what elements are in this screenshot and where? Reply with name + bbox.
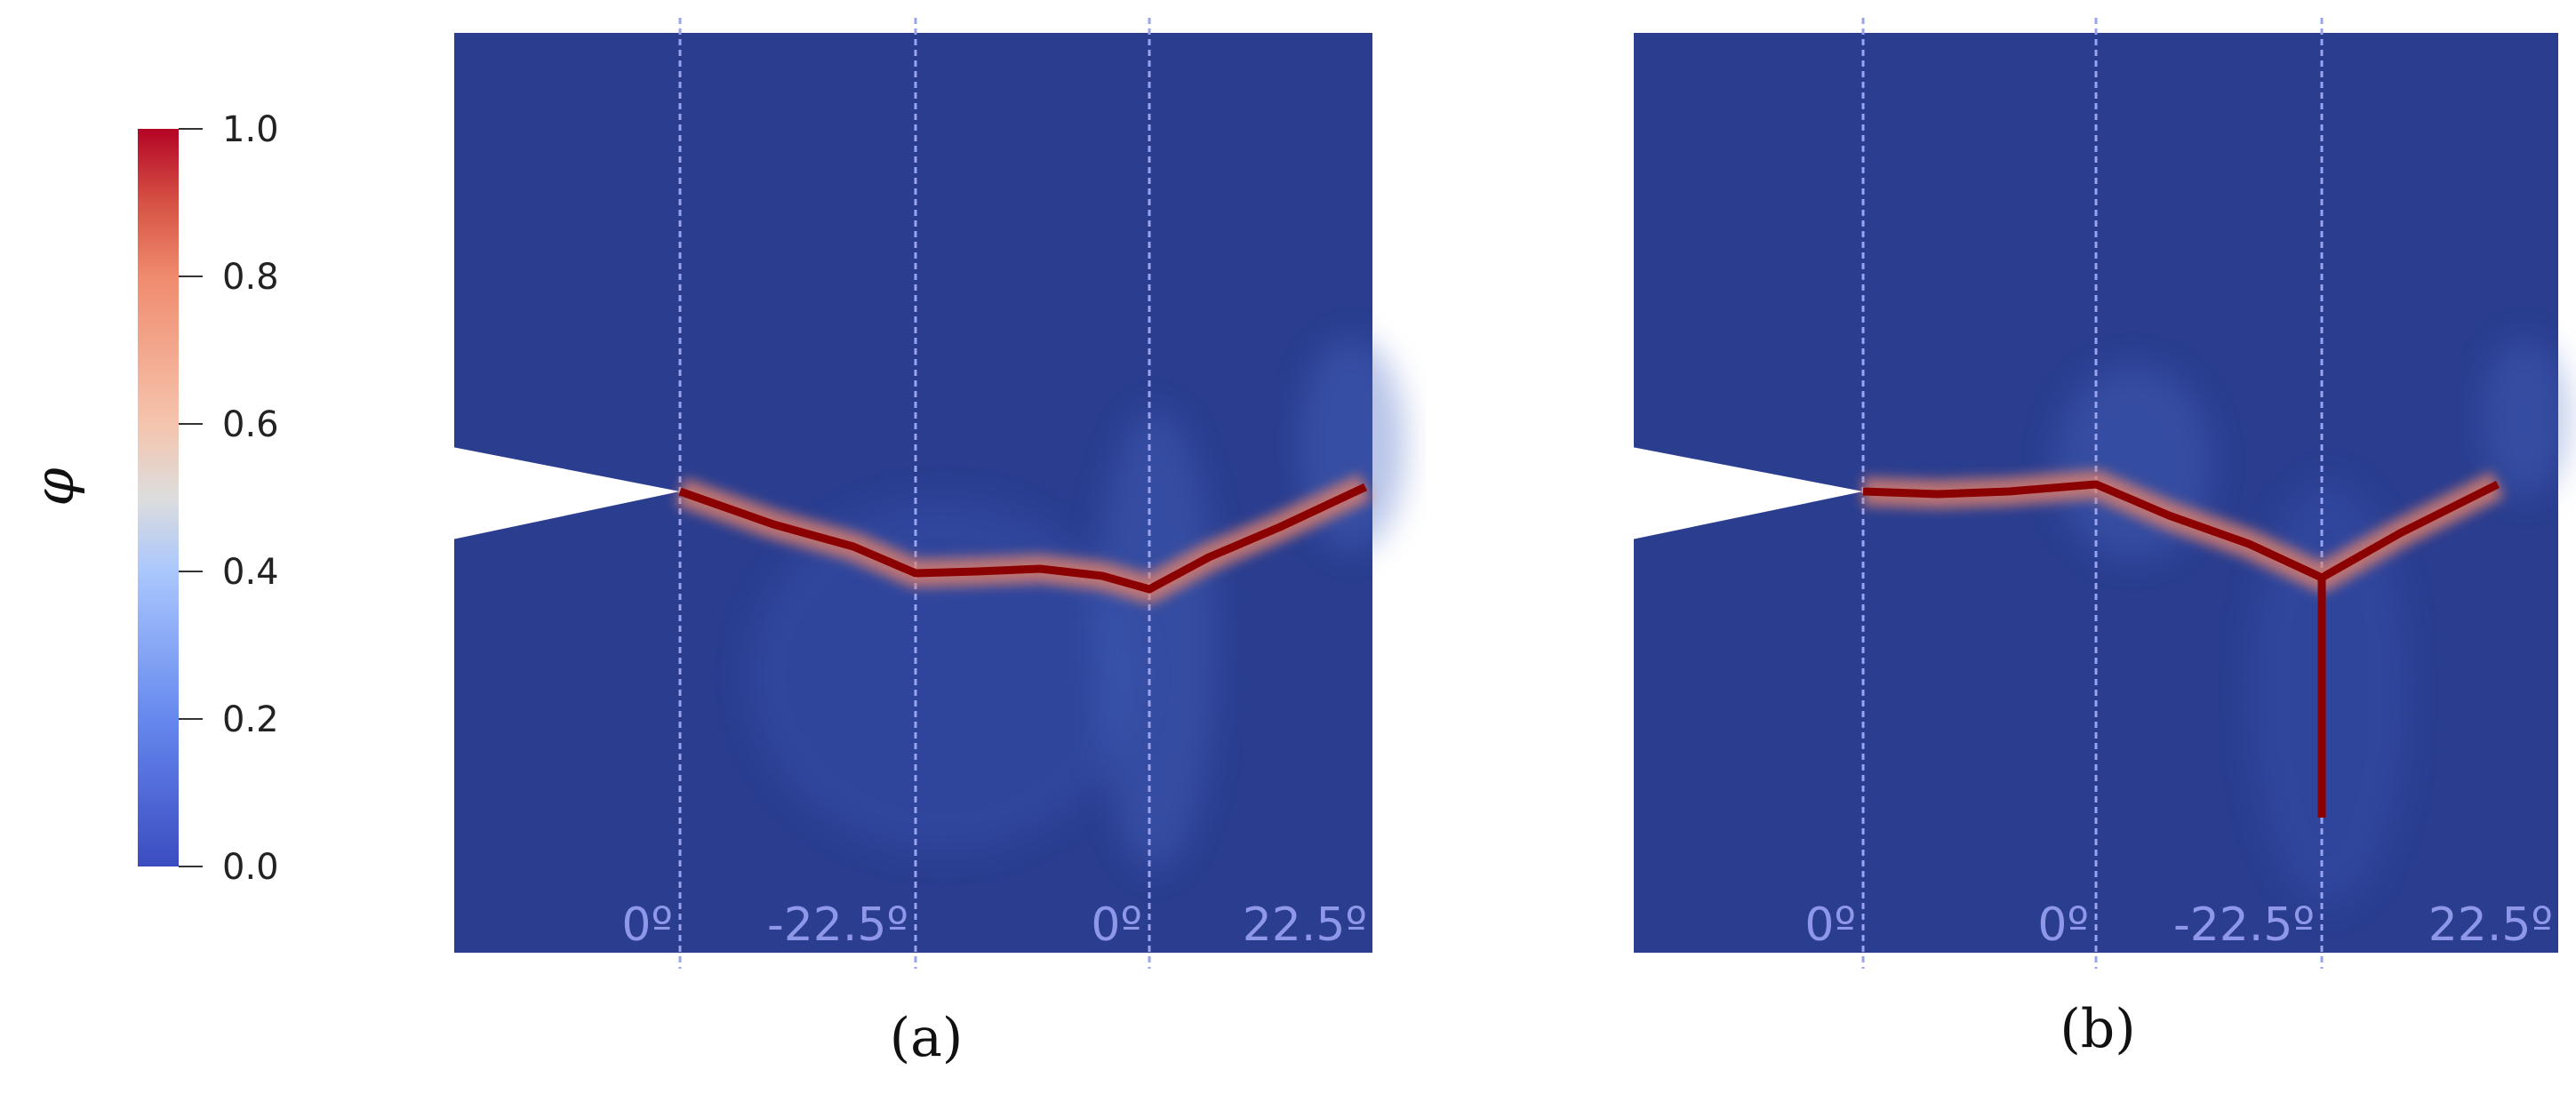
- colorbar-gradient: [138, 129, 179, 866]
- colorbar-tick-label: 0.4: [222, 552, 279, 593]
- panel-b-ply-label: -22.5º: [2173, 898, 2315, 952]
- colorbar: 1.0 0.8 0.6 0.4 0.2 0.0 φ: [21, 109, 279, 888]
- panel-a-notch: [452, 447, 680, 539]
- panel-b-caption: (b): [2060, 998, 2135, 1060]
- panel-a-damage-halo: [747, 498, 1138, 853]
- panel-b-notch: [1632, 447, 1863, 539]
- panel-a: 0º -22.5º 0º 22.5º (a): [452, 18, 1404, 1069]
- colorbar-tick-label: 0.6: [222, 404, 279, 445]
- colorbar-symbol: φ: [21, 467, 86, 507]
- panel-a-damage-halo: [1093, 409, 1218, 871]
- panel-a-crack: [678, 483, 1367, 594]
- colorbar-tick-label: 1.0: [222, 109, 279, 150]
- panel-a-ply-label: 0º: [1091, 898, 1142, 952]
- panel-a-ply-label: 22.5º: [1243, 898, 1367, 952]
- colorbar-tick-label: 0.8: [222, 257, 279, 298]
- panel-b-damage-halo: [2480, 338, 2569, 498]
- panel-b: 0º 0º -22.5º 22.5º (b): [1632, 18, 2569, 1060]
- colorbar-tick-label: 0.0: [222, 847, 279, 888]
- panel-a-ply-label: -22.5º: [767, 898, 908, 952]
- colorbar-tick-label: 0.2: [222, 699, 279, 740]
- colorbar-ticks: [179, 128, 203, 867]
- panel-a-ply-label: 0º: [621, 898, 673, 952]
- panel-a-caption: (a): [890, 1007, 964, 1069]
- panel-b-ply-label: 22.5º: [2428, 898, 2553, 952]
- panel-b-crack: [1862, 480, 2500, 582]
- panel-b-ply-label: 0º: [2037, 898, 2089, 952]
- panel-b-ply-label: 0º: [1804, 898, 1856, 952]
